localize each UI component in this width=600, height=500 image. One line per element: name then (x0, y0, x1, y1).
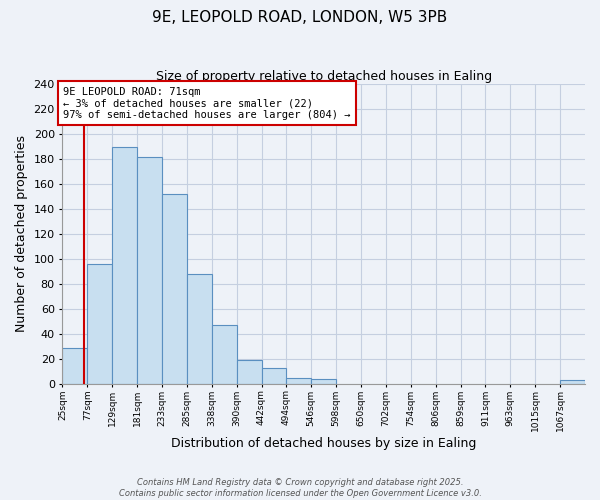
X-axis label: Distribution of detached houses by size in Ealing: Distribution of detached houses by size … (171, 437, 476, 450)
Bar (236, 360, 262, 384)
Bar (162, 194, 187, 384)
Bar (137, 156, 162, 384)
Bar (62, 348, 88, 384)
Text: 9E LEOPOLD ROAD: 71sqm
← 3% of detached houses are smaller (22)
97% of semi-deta: 9E LEOPOLD ROAD: 71sqm ← 3% of detached … (64, 86, 351, 120)
Text: 9E, LEOPOLD ROAD, LONDON, W5 3PB: 9E, LEOPOLD ROAD, LONDON, W5 3PB (152, 10, 448, 25)
Bar (88, 264, 112, 384)
Y-axis label: Number of detached properties: Number of detached properties (15, 136, 28, 332)
Title: Size of property relative to detached houses in Ealing: Size of property relative to detached ho… (155, 70, 492, 83)
Bar (187, 274, 212, 384)
Bar (262, 368, 286, 384)
Text: Contains HM Land Registry data © Crown copyright and database right 2025.
Contai: Contains HM Land Registry data © Crown c… (119, 478, 481, 498)
Bar (311, 379, 336, 384)
Bar (212, 325, 236, 384)
Bar (286, 378, 311, 384)
Bar (560, 380, 585, 384)
Bar (112, 146, 137, 384)
